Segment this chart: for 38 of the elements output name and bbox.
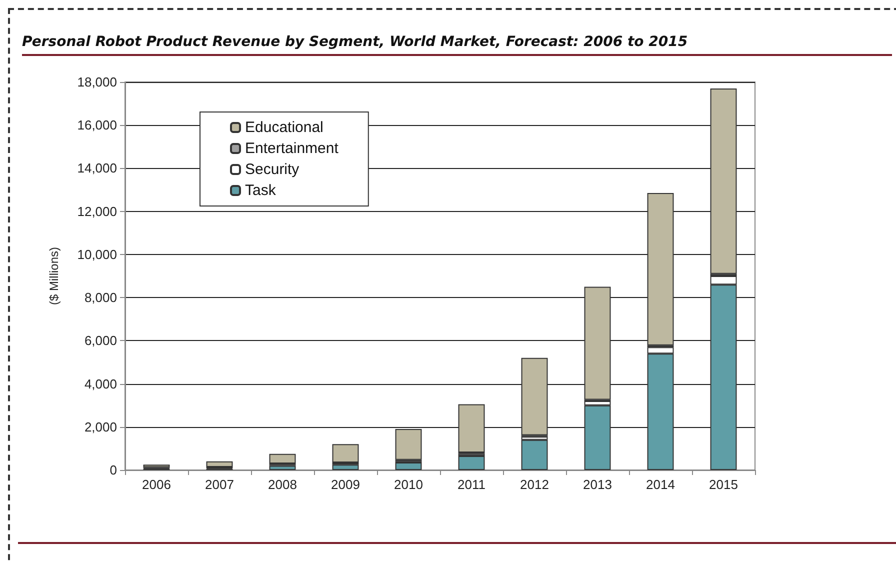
bar [458, 456, 485, 470]
y-tick-label: 16,000 [77, 118, 117, 133]
y-tick-label: 4,000 [84, 376, 117, 392]
bar [269, 454, 296, 464]
bar [395, 429, 422, 460]
bar [710, 88, 737, 274]
bar [206, 461, 233, 467]
bar [395, 462, 422, 470]
bar [521, 440, 548, 470]
x-tick-label: 2006 [142, 477, 171, 492]
x-tick-label: 2013 [583, 477, 612, 492]
bar [332, 444, 359, 462]
y-tick-label: 0 [110, 462, 117, 478]
legend-label: Entertainment [245, 140, 340, 157]
y-axis-title: ($ Millions) [47, 246, 61, 306]
x-tick-label: 2009 [331, 477, 360, 492]
x-tick-label: 2008 [268, 477, 297, 492]
y-tick-label: 14,000 [77, 160, 117, 176]
x-tick-label: 2007 [205, 477, 234, 492]
chart-title: Personal Robot Product Revenue by Segment, World Market, Forecast: 2006 to 2015 [22, 34, 892, 56]
y-tick-label: 6,000 [84, 333, 117, 348]
x-tick-label: 2010 [394, 477, 423, 492]
bar [458, 404, 485, 453]
bar [269, 466, 296, 470]
x-tick-label: 2015 [709, 477, 738, 492]
legend-label: Security [245, 161, 300, 178]
y-tick-label: 12,000 [77, 204, 117, 219]
y-tick-label: 10,000 [77, 246, 117, 262]
legend-label: Educational [245, 119, 324, 136]
legend-label: Task [245, 182, 276, 199]
y-tick-label: 2,000 [84, 419, 117, 434]
bar [332, 464, 359, 470]
x-tick-label: 2012 [520, 477, 549, 492]
y-tick-label: 18,000 [77, 74, 117, 90]
y-tick-label: 8,000 [84, 290, 117, 306]
x-tick-label: 2014 [646, 477, 675, 492]
x-tick-label: 2011 [458, 477, 486, 492]
bar [584, 405, 611, 470]
